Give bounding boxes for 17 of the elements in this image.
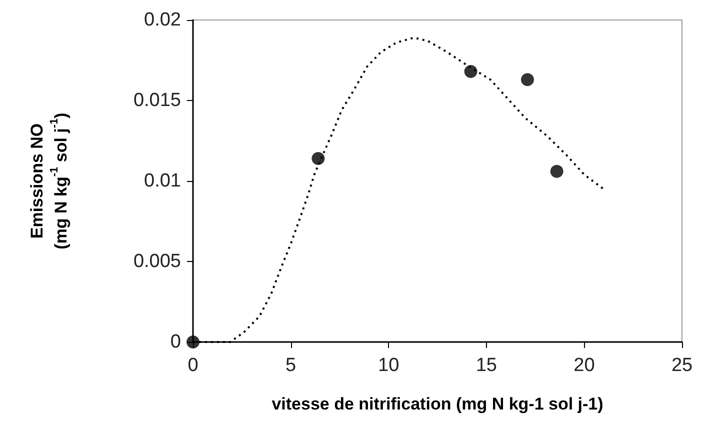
point <box>550 164 564 178</box>
x-axis-title: vitesse de nitrification (mg N kg-1 sol j-1) <box>272 394 604 414</box>
x-tick-label: 0 <box>188 355 198 376</box>
y-tick-label: 0.02 <box>144 10 181 30</box>
point <box>186 336 200 348</box>
point <box>312 152 325 165</box>
point <box>520 73 534 86</box>
y-tick-label: 0.01 <box>144 170 181 192</box>
y-tick-label: 0.005 <box>133 251 181 272</box>
x-tick-label: 15 <box>476 355 497 376</box>
x-tick-label: 20 <box>574 355 595 376</box>
x-tick-label: 10 <box>378 355 400 376</box>
point <box>464 65 478 78</box>
x-tick-label: 5 <box>286 355 296 376</box>
x-tick-label: 25 <box>671 355 693 376</box>
y-tick-label: 0 <box>170 332 181 352</box>
y-tick-label: 0.015 <box>133 90 181 111</box>
